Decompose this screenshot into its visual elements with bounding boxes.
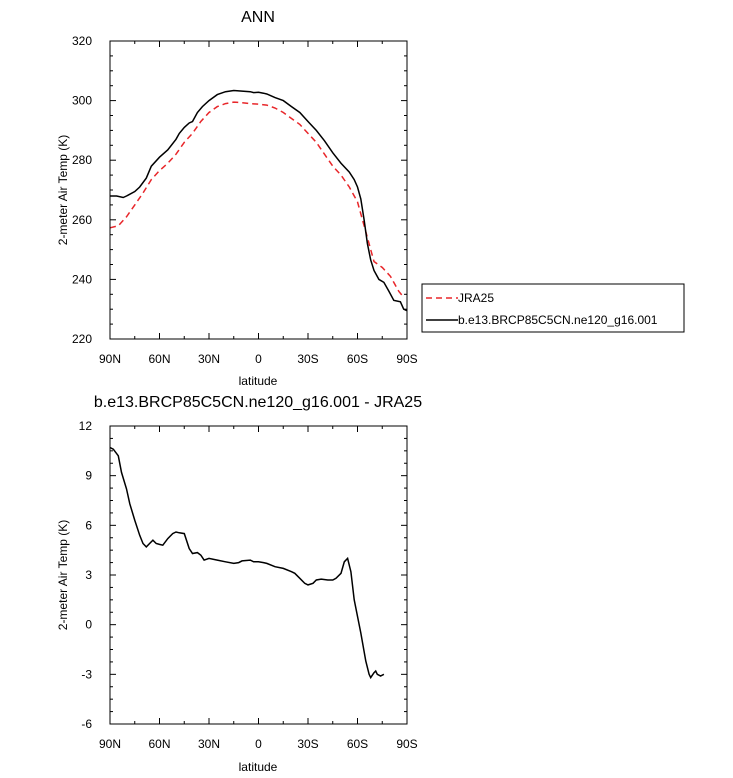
top-xtick-label: 90N (99, 352, 121, 366)
bottom-xtick-label: 90N (99, 737, 121, 751)
top-chart: ANN 90N 60N 30N 0 30S 60S 90S 220 240 260 280 300 32… (56, 9, 418, 388)
legend-label-jra25: JRA25 (458, 291, 494, 305)
bottom-ytick-label: 6 (85, 518, 92, 532)
top-ytick-label: 240 (72, 272, 92, 286)
top-xtick-label: 30S (297, 352, 318, 366)
bottom-chart-frame (109, 425, 408, 725)
top-series-line-1 (110, 89, 408, 312)
top-xtick-label: 60N (148, 352, 170, 366)
top-chart-ticks: 90N 60N 30N 0 30S 60S 90S 220 240 260 280 300 320 (72, 34, 418, 366)
bottom-xtick-label: 30N (198, 737, 220, 751)
bottom-xtick-label: 90S (396, 737, 417, 751)
bottom-ytick-label: 3 (85, 568, 92, 582)
top-chart-title: ANN (241, 9, 275, 26)
top-xtick-label: 0 (255, 352, 262, 366)
bottom-chart-ticks: 90N 60N 30N 0 30S 60S 90S -6 -3 0 3 6 9 12 (79, 419, 418, 751)
bottom-chart-xlabel: latitude (239, 760, 278, 774)
top-chart-frame (109, 40, 408, 340)
bottom-xtick-label: 30S (297, 737, 318, 751)
bottom-chart-ylabel: 2-meter Air Temp (K) (56, 520, 70, 630)
bottom-chart: b.e13.BRCP85C5CN.ne120_g16.001 - JRA25 9… (56, 394, 422, 774)
top-chart-series (109, 89, 408, 312)
bottom-series-line-0 (109, 446, 385, 680)
top-ytick-label: 280 (72, 153, 92, 167)
bottom-xtick-label: 0 (255, 737, 262, 751)
legend-label-model: b.e13.BRCP85C5CN.ne120_g16.001 (458, 313, 658, 327)
bottom-ytick-label: 12 (79, 419, 93, 433)
top-xtick-label: 90S (396, 352, 417, 366)
top-xtick-label: 30N (198, 352, 220, 366)
top-ytick-label: 260 (72, 213, 92, 227)
bottom-chart-title: b.e13.BRCP85C5CN.ne120_g16.001 - JRA25 (94, 394, 422, 411)
top-ytick-label: 300 (72, 94, 92, 108)
top-xtick-label: 60S (347, 352, 368, 366)
legend-box (421, 283, 685, 333)
top-series-line-0 (109, 101, 405, 298)
bottom-xtick-label: 60N (148, 737, 170, 751)
top-ytick-label: 220 (72, 332, 92, 346)
bottom-ytick-label: -6 (81, 717, 92, 731)
bottom-ytick-label: 0 (85, 618, 92, 632)
bottom-ytick-label: -3 (81, 667, 92, 681)
top-chart-xlabel: latitude (239, 374, 278, 388)
bottom-xtick-label: 60S (347, 737, 368, 751)
top-ytick-label: 320 (72, 34, 92, 48)
bottom-chart-series (109, 446, 385, 680)
legend: JRA25 b.e13.BRCP85C5CN.ne120_g16.001 (421, 283, 685, 333)
bottom-ytick-label: 9 (85, 469, 92, 483)
top-chart-ylabel: 2-meter Air Temp (K) (56, 135, 70, 245)
